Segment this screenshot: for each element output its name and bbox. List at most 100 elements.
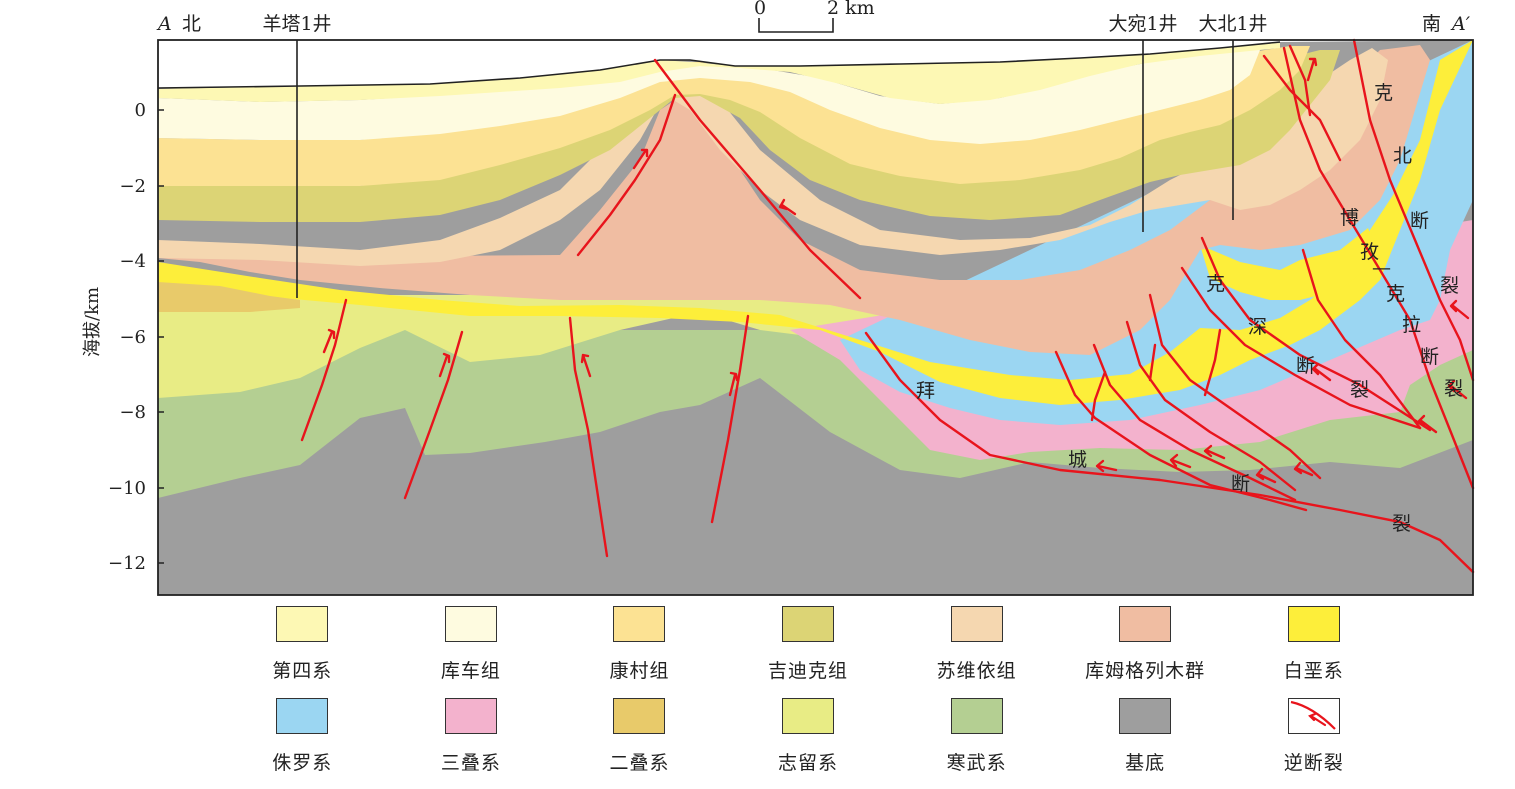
legend-item-kumugeliemu: 库姆格列木群 — [1061, 604, 1230, 696]
jidike-unit — [158, 50, 1340, 222]
fault-anticline-back — [576, 93, 677, 257]
legend-label-jidike: 吉迪克组 — [768, 660, 849, 682]
tick-0: 0 — [135, 100, 146, 121]
legend-label-cretaceous: 白垩系 — [1283, 660, 1344, 682]
bozikela-char-7: 裂 — [1444, 378, 1463, 400]
legend-label-reverse-fault: 逆断裂 — [1283, 752, 1344, 774]
keshen-char-1: 克 — [1206, 273, 1225, 295]
fault-north-2 — [1288, 44, 1312, 117]
legend-label-kumugeliemu: 库姆格列木群 — [1085, 660, 1206, 682]
baicheng-char-1: 拜 — [916, 380, 935, 402]
well-label-dawan1: 大宛1井 — [1108, 13, 1177, 35]
arrow-9 — [1203, 444, 1226, 460]
swatch-silurian — [782, 698, 835, 734]
permian-unit — [158, 282, 300, 312]
fault-bozikela — [1282, 46, 1475, 490]
tick-minus-8: −8 — [119, 402, 146, 423]
swatch-basement — [1119, 698, 1172, 734]
swatch-jidike — [782, 606, 835, 642]
fault-kebei — [1352, 38, 1475, 382]
legend-label-quaternary: 第四系 — [272, 660, 333, 682]
fault-keshen-7 — [1301, 248, 1422, 430]
kebei-char-2: 北 — [1393, 145, 1412, 167]
arrow-12 — [1311, 362, 1332, 382]
arrow-15 — [1447, 379, 1468, 400]
arrow-4 — [728, 371, 739, 397]
bozikela-char-1: 博 — [1340, 207, 1359, 229]
kebei-char-1: 克 — [1374, 82, 1393, 104]
legend-item-kangcun: 康村组 — [555, 604, 724, 696]
topography-sky — [158, 40, 1473, 88]
cretaceous-band-south — [1200, 228, 1380, 300]
kumugeliemu-unit — [158, 45, 1430, 355]
keshen-char-2: 深 — [1248, 316, 1267, 338]
swatch-quaternary — [276, 606, 329, 642]
tick-minus-2: −2 — [119, 176, 146, 197]
legend-label-basement: 基底 — [1125, 752, 1166, 774]
reverse-fault-icon-glyph — [1290, 700, 1336, 730]
kangcun-unit — [158, 46, 1310, 186]
legend-item-silurian: 志留系 — [724, 696, 893, 788]
baicheng-char-2: 城 — [1068, 449, 1087, 471]
fault-minor-1 — [1090, 370, 1107, 422]
arrow-16 — [1306, 57, 1318, 82]
keshen-char-3: 断 — [1296, 355, 1315, 377]
arrow-5 — [632, 148, 649, 170]
legend-label-jurassic: 侏罗系 — [272, 752, 333, 774]
scale-zero: 0 — [754, 0, 766, 19]
fault-west-4 — [710, 314, 750, 524]
legend-item-permian: 二叠系 — [555, 696, 724, 788]
arrow-8 — [1169, 453, 1192, 469]
bozikela-char-3: — — [1372, 257, 1391, 279]
kebei-char-3: 断 — [1410, 210, 1429, 232]
legend-label-kangcun: 康村组 — [609, 660, 670, 682]
legend-item-suweiyi: 苏维依组 — [892, 604, 1061, 696]
baicheng-char-4: 裂 — [1392, 513, 1411, 535]
legend-item-jidike: 吉迪克组 — [724, 604, 893, 696]
legend-item-jurassic: 侏罗系 — [218, 696, 387, 788]
tick-minus-10: −10 — [108, 478, 146, 499]
swatch-suweiyi — [950, 606, 1003, 642]
fault-label-kebei: 克 北 断 裂 — [1374, 82, 1459, 297]
reverse-fault-icon — [1287, 698, 1340, 734]
topography-line — [158, 41, 1281, 89]
section-header: A 北 羊塔1井 大宛1井 大北1井 南 A′ — [156, 13, 1471, 35]
legend-item-quaternary: 第四系 — [218, 604, 387, 696]
legend-item-triassic: 三叠系 — [387, 696, 556, 788]
swatch-kuche — [444, 606, 497, 642]
faults — [300, 38, 1475, 574]
arrow-2 — [438, 352, 451, 378]
fault-keshen-3 — [1125, 320, 1297, 492]
swatch-jurassic — [276, 698, 329, 734]
legend-label-suweiyi: 苏维依组 — [936, 660, 1017, 682]
legend-label-cambrian: 寒武系 — [946, 752, 1007, 774]
bozikela-char-4: 克 — [1386, 283, 1405, 305]
north-label: 北 — [182, 13, 201, 35]
fault-minor-2 — [1203, 328, 1222, 397]
bozikela-char-2: 孜 — [1360, 241, 1379, 263]
legend-item-reverse-fault: 逆断裂 — [1229, 696, 1398, 788]
fault-west-2 — [403, 330, 464, 500]
legend-label-kuche: 库车组 — [440, 660, 501, 682]
section-frame — [157, 39, 1474, 596]
strata — [158, 40, 1473, 595]
fault-label-baicheng: 拜 城 断 裂 — [916, 380, 1411, 535]
keshen-char-4: 裂 — [1350, 379, 1369, 401]
arrow-13 — [1417, 414, 1438, 434]
fault-keshen-5 — [1180, 266, 1422, 430]
well-label-yangta1: 羊塔1井 — [262, 13, 331, 35]
tick-minus-4: −4 — [119, 251, 146, 272]
fault-arrows — [322, 57, 1470, 484]
kebei-char-4: 裂 — [1440, 275, 1459, 297]
fault-minor-3 — [1148, 343, 1157, 382]
baicheng-char-3: 断 — [1231, 473, 1250, 495]
fault-keshen-6 — [1200, 236, 1432, 432]
fault-label-keshen: 克 深 断 裂 — [1206, 273, 1369, 401]
arrow-6 — [778, 198, 797, 216]
bozikela-char-6: 断 — [1420, 346, 1439, 368]
legend-item-cambrian: 寒武系 — [892, 696, 1061, 788]
swatch-permian — [613, 698, 666, 734]
arrow-1 — [322, 328, 336, 354]
swatch-triassic — [444, 698, 497, 734]
swatch-kumugeliemu — [1119, 606, 1172, 642]
